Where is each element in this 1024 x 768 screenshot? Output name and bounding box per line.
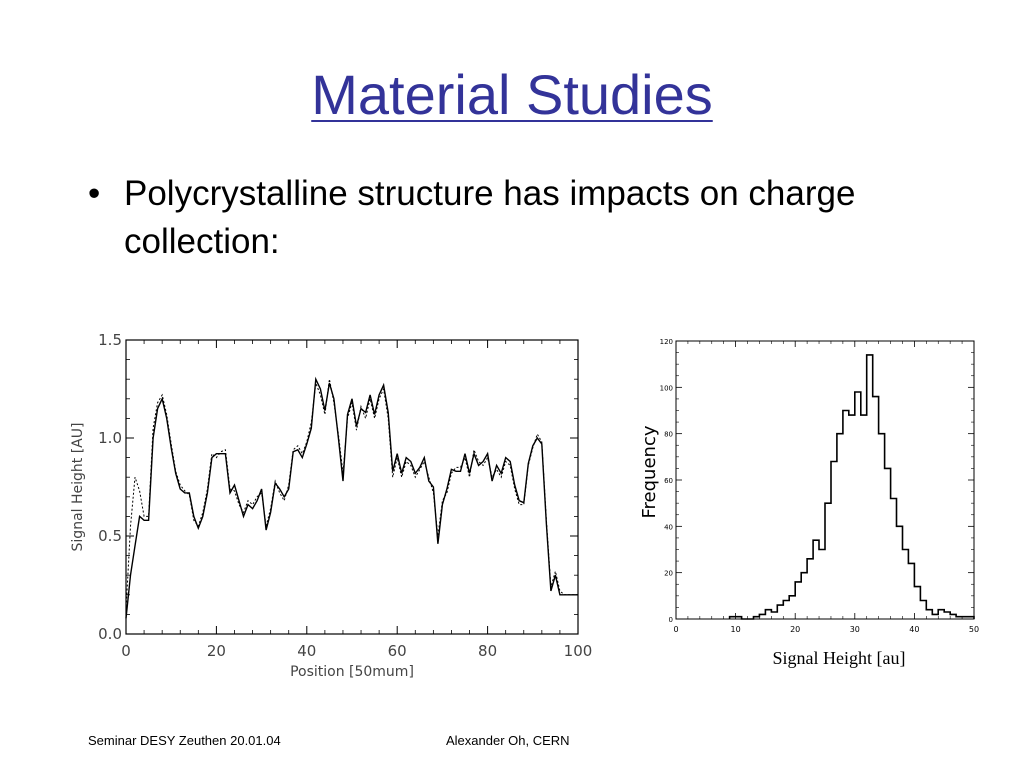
x-tick-label: 40 — [297, 642, 316, 660]
histogram-bin — [807, 559, 813, 619]
footer-author: Alexander Oh, CERN — [446, 733, 570, 748]
histogram-bin — [897, 526, 903, 619]
histogram-bin — [885, 468, 891, 619]
histogram-bin — [825, 503, 831, 619]
histogram-bin — [801, 573, 807, 619]
histogram-bin — [783, 600, 789, 619]
histogram-bin — [795, 582, 801, 619]
y-tick-label: 40 — [664, 523, 673, 531]
bullet-dot: • — [88, 174, 101, 213]
histogram-bin — [777, 605, 783, 619]
x-tick-label: 10 — [731, 625, 741, 634]
histogram-bin — [861, 415, 867, 619]
x-tick-label: 30 — [850, 625, 860, 634]
histogram-bin — [879, 434, 885, 619]
histogram-bin — [908, 563, 914, 619]
slide-title: Material Studies — [311, 63, 713, 126]
histogram-outline — [728, 354, 975, 620]
histogram-bin — [932, 614, 938, 619]
histogram-bin — [873, 397, 879, 619]
histogram-bin — [968, 617, 974, 619]
x-tick-label: 20 — [207, 642, 226, 660]
histogram-bin — [753, 617, 759, 619]
y-tick-label: 1.0 — [98, 429, 122, 447]
y-tick-label: 60 — [664, 477, 673, 485]
histogram-bin — [950, 614, 956, 619]
x-tick-label: 80 — [478, 642, 497, 660]
y-axis-label: Signal Height [AU] — [70, 423, 86, 552]
histogram-bin — [956, 617, 962, 619]
x-tick-label: 50 — [969, 625, 979, 634]
histogram-bin — [843, 411, 849, 620]
histogram-bin — [855, 392, 861, 619]
histogram-bin — [938, 610, 944, 619]
histogram-bin — [819, 550, 825, 620]
histogram-bin — [902, 550, 908, 620]
series-line-solid — [125, 376, 578, 619]
x-tick-label: 40 — [909, 625, 919, 634]
hist-x-axis-label: Signal Height [au] — [773, 648, 906, 668]
x-tick-label: 60 — [388, 642, 407, 660]
histogram-bin — [789, 596, 795, 619]
histogram-bin — [765, 610, 771, 619]
y-tick-label: 20 — [664, 570, 673, 578]
series-line-dotted — [125, 379, 578, 611]
y-tick-label: 80 — [664, 431, 673, 439]
y-tick-label: 0.0 — [98, 625, 122, 643]
histogram-bin — [730, 617, 736, 619]
histogram-bin — [867, 355, 873, 619]
histogram-bin — [926, 610, 932, 619]
bullet-text: Polycrystalline structure has impacts on… — [124, 174, 856, 261]
x-axis-label: Position [50mum] — [290, 664, 414, 680]
y-tick-label: 1.5 — [98, 331, 122, 349]
histogram-bin — [891, 499, 897, 619]
x-tick-label: 20 — [790, 625, 800, 634]
histogram-bin — [849, 415, 855, 619]
x-tick-label: 100 — [564, 642, 593, 660]
histogram-bin — [944, 612, 950, 619]
y-tick-label: 0 — [669, 616, 673, 624]
hist-y-axis-label: Frequency — [639, 425, 660, 518]
histogram-bin — [831, 461, 837, 619]
histogram-bin — [759, 614, 765, 619]
y-tick-label: 0.5 — [98, 527, 122, 545]
plot-frame — [125, 339, 579, 635]
y-tick-label: 100 — [660, 384, 673, 392]
histogram-bin — [771, 612, 777, 619]
histogram-bin — [914, 587, 920, 619]
x-tick-label: 0 — [121, 642, 131, 660]
y-tick-label: 120 — [660, 338, 673, 346]
histogram-bin — [920, 600, 926, 619]
histogram-frame — [675, 340, 975, 620]
histogram-bin — [837, 434, 843, 619]
histogram-bin — [813, 540, 819, 619]
x-tick-label: 0 — [673, 625, 678, 634]
histogram-bin — [962, 617, 968, 619]
footer-event: Seminar DESY Zeuthen 20.01.04 — [88, 733, 281, 748]
histogram-bin — [736, 617, 742, 619]
